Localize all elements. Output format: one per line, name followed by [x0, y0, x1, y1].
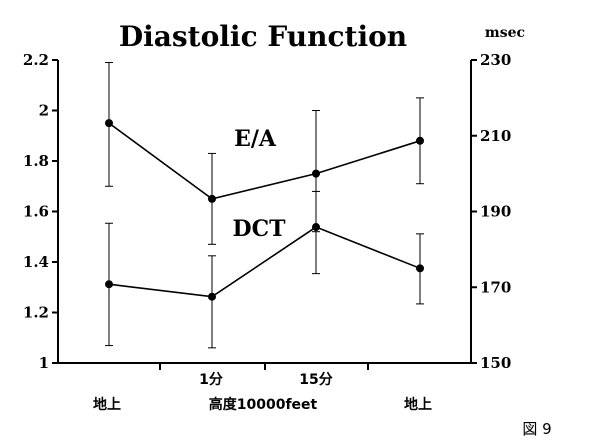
- figure-label: 図 9: [522, 420, 551, 438]
- data-point-ea: [105, 119, 113, 128]
- left-tick-label: 1.4: [23, 253, 49, 271]
- left-tick-label: 2: [39, 102, 49, 120]
- series-layer: [105, 62, 424, 349]
- right-axis-unit: msec: [485, 25, 525, 41]
- left-tick-label: 1: [39, 354, 49, 372]
- left-tick-label: 1.2: [23, 304, 49, 322]
- left-tick-label: 2.2: [23, 51, 49, 69]
- series-ea: [105, 62, 424, 245]
- chart-title: Diastolic Function: [119, 20, 407, 53]
- right-tick-label: 190: [480, 203, 511, 221]
- right-y-axis: 150 170 190 210 230: [470, 51, 511, 372]
- series-label-ea: E/A: [234, 126, 277, 152]
- data-point-dct: [312, 223, 320, 232]
- right-tick-label: 230: [480, 51, 511, 69]
- x-label-15min: 15分: [299, 372, 332, 388]
- right-tick-label: 170: [480, 278, 511, 296]
- series-line-dct: [108, 226, 421, 298]
- series-dct: [105, 190, 424, 349]
- series-line-ea: [108, 122, 421, 200]
- right-tick-label: 150: [480, 354, 511, 372]
- left-y-axis: 1 1.2 1.4 1.6 1.8 2 2.2: [23, 51, 59, 372]
- data-point-ea: [416, 136, 424, 145]
- x-label-ground-start: 地上: [93, 396, 121, 413]
- left-tick-label: 1.8: [23, 152, 49, 170]
- series-label-dct: DCT: [233, 216, 287, 242]
- data-point-dct: [416, 264, 424, 273]
- data-point-ea: [208, 194, 216, 203]
- x-top-labels: 1分 15分: [199, 372, 333, 388]
- left-tick-label: 1.6: [23, 203, 49, 221]
- x-label-ground-end: 地上: [404, 396, 432, 413]
- data-point-ea: [312, 169, 320, 178]
- x-label-altitude: 高度10000feet: [209, 396, 318, 413]
- x-axis: [58, 362, 471, 370]
- data-point-dct: [208, 292, 216, 301]
- data-point-dct: [105, 280, 113, 289]
- x-label-1min: 1分: [199, 372, 223, 388]
- x-bottom-labels: 地上 高度10000feet 地上: [93, 396, 432, 413]
- right-tick-label: 210: [480, 127, 511, 145]
